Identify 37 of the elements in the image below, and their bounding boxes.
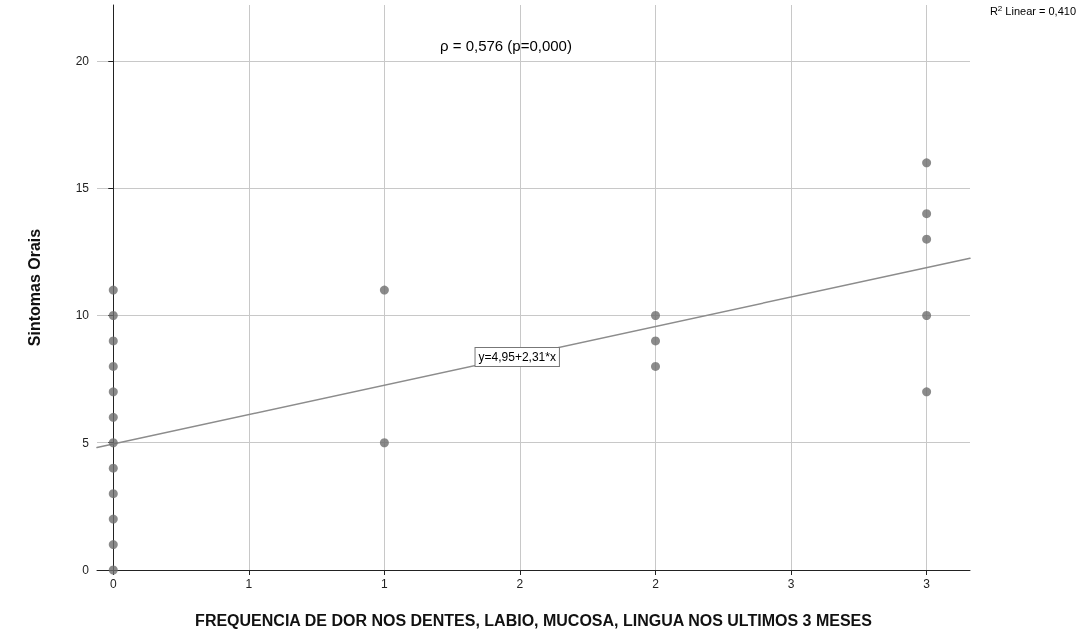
- x-tick-label: 2: [652, 577, 660, 591]
- point: [651, 336, 660, 346]
- x-axis-title: FREQUENCIA DE DOR NOS DENTES, LABIO, MUCOSA, LINGUA NOS ULTIMOS 3 MESES: [195, 611, 873, 629]
- point: [108, 514, 118, 524]
- y-tick-label: 0: [82, 563, 90, 577]
- point: [379, 438, 389, 448]
- point: [108, 463, 118, 473]
- point: [108, 489, 118, 499]
- point: [108, 361, 118, 371]
- point: [108, 412, 118, 422]
- y-axis-title: Sintomas Orais: [25, 228, 43, 347]
- x-tick-label: 2: [516, 577, 524, 591]
- point: [651, 311, 660, 320]
- x-tick-label: 1: [381, 577, 389, 591]
- point: [922, 387, 932, 397]
- y-tick-label: 20: [75, 53, 90, 68]
- annotation: ρ = 0,576 (p=0,000): [440, 37, 572, 54]
- point: [108, 336, 118, 346]
- x-tick-label: 0: [109, 577, 117, 591]
- point: [651, 361, 660, 371]
- annotation: y=4,95+2,31*x: [478, 349, 556, 364]
- x-tick-label: 3: [923, 577, 931, 591]
- point: [379, 285, 389, 295]
- point: [108, 540, 118, 550]
- y-tick-label: 15: [75, 181, 90, 196]
- point: [108, 387, 118, 397]
- point: [922, 209, 932, 219]
- y-tick-label: 10: [75, 308, 90, 323]
- point: [108, 311, 118, 320]
- x-tick-label: 3: [787, 577, 795, 591]
- x-tick-label: 1: [245, 577, 253, 591]
- point: [922, 158, 932, 168]
- point: [922, 234, 932, 244]
- y-tick-label: 5: [82, 435, 90, 450]
- point: [922, 311, 932, 320]
- point: [108, 285, 118, 295]
- point: [108, 438, 118, 448]
